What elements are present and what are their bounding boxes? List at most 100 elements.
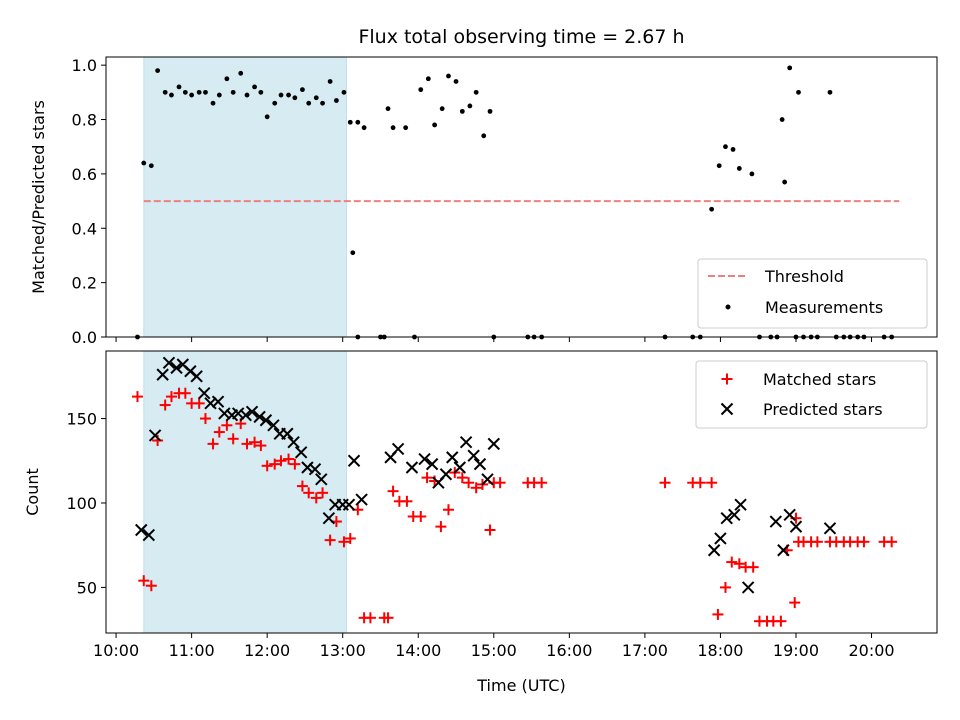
matched-star-point [310,492,322,504]
measurement-point [390,125,396,131]
predicted-star-point [156,368,169,381]
predicted-star-point [439,468,453,481]
measurement-point [709,206,715,212]
measurement-point [418,87,424,93]
predicted-star-point [769,515,783,528]
measurement-point [350,250,356,256]
bottom-x-tick-label: 13:00 [320,641,366,660]
legend-matched-swatch [721,373,733,385]
matched-star-point [536,477,548,489]
matched-star-point [442,504,454,516]
predicted-star-point [198,387,211,400]
measurement-point [403,125,409,131]
measurement-point [453,79,459,84]
measurement-point [252,84,257,90]
measurement-point [176,84,182,90]
predicted-star-point [425,457,439,471]
bottom-x-tick-label: 10:00 [93,641,139,660]
measurement-point [182,89,188,95]
matched-star-point [811,536,823,548]
measurement-point [313,95,319,101]
measurement-point [723,144,728,150]
bottom-x-tick-label: 15:00 [471,641,517,660]
top-y-tick-label: 0.6 [72,165,97,184]
measurement-point [779,117,785,122]
legend-measurements-swatch [725,304,731,310]
predicted-star-point [487,437,501,451]
bottom-y-axis-label: Count [23,468,42,516]
matched-star-point [159,399,171,411]
measurement-point [355,119,361,125]
matched-star-point [138,575,150,587]
x-axis-label: Time (UTC) [476,676,565,695]
measurement-point [425,76,431,82]
measurement-point [216,92,222,98]
top-y-tick-label: 1.0 [72,56,97,75]
top-y-tick-label: 0.2 [72,274,97,293]
predicted-star-point [308,462,322,476]
bottom-x-tick-label: 14:00 [395,641,441,660]
measurement-point [341,89,347,95]
matched-star-point [463,477,475,489]
matched-star-point [275,455,287,467]
predicted-star-point [162,356,176,370]
matched-star-point [289,458,301,470]
matched-star-point [470,482,482,494]
matched-star-point [712,608,724,620]
bottom-axes-frame [105,350,938,634]
matched-star-point [789,597,801,609]
predicted-star-point [259,414,273,427]
predicted-star-point [446,451,459,464]
legend-matched-label: Matched stars [763,370,876,389]
predicted-star-point [720,511,733,525]
bottom-x-tick-label: 11:00 [169,641,215,660]
measurement-point [196,89,202,95]
matched-star-point [382,612,394,624]
measurement-point [230,89,236,95]
matched-star-point [719,581,731,593]
predicted-star-point [823,522,837,535]
matched-star-point [165,391,177,403]
measurement-point [286,92,291,98]
predicted-star-point [473,457,487,471]
matched-star-point [706,477,718,489]
matched-star-point [317,487,329,499]
measurement-point [481,133,487,139]
predicted-star-point [783,508,796,522]
matched-star-point [199,413,211,425]
measurement-point [169,92,174,98]
predicted-star-point [190,370,203,383]
predicted-star-point [301,461,314,474]
measurement-point [278,92,284,98]
matched-star-point [249,436,261,448]
measurement-point [439,106,445,112]
predicted-star-point [347,454,361,467]
measurement-point [327,79,333,84]
matched-star-point [261,460,273,472]
matched-star-point [241,438,253,450]
predicted-star-point [218,407,231,420]
measurement-point [272,100,278,106]
predicted-star-point [322,511,336,525]
bottom-y-tick-label: 150 [66,410,97,429]
matched-star-point [131,391,143,403]
predicted-star-point [418,452,431,466]
measurement-point [189,92,195,98]
predicted-star-point [714,532,727,545]
measurement-point [264,114,270,120]
predicted-star-point [267,419,280,432]
matched-star-point [456,472,468,484]
predicted-star-point [789,520,803,533]
measurement-point [334,98,339,103]
legend-measurements-label: Measurements [765,298,883,317]
matched-star-point [726,556,738,568]
matched-star-point [747,561,759,573]
matched-star-point [303,487,315,499]
matched-star-point [324,534,336,546]
predicted-star-point [315,473,328,486]
measurement-point [306,100,312,106]
predicted-star-point [777,544,790,557]
measurement-point [459,108,465,114]
matched-star-point [364,612,376,624]
